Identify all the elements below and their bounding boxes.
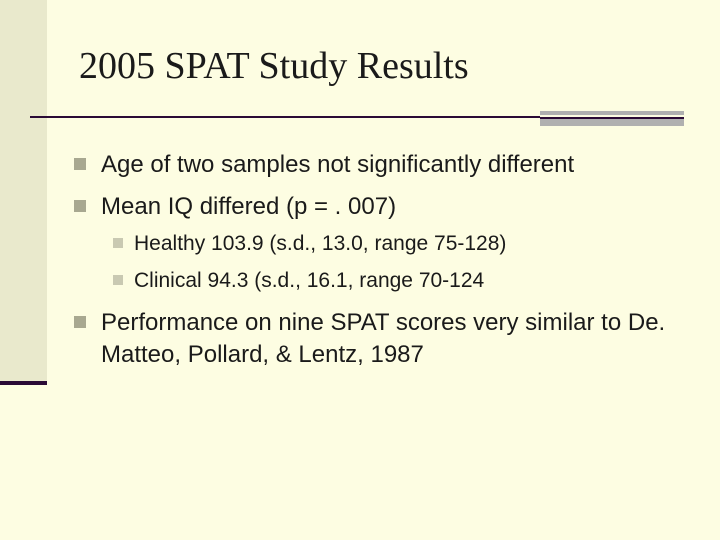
sub-bullet-text: Clinical 94.3 (s.d., 16.1, range 70-124 [134,269,485,292]
bullet-text: Age of two samples not significantly dif… [101,151,575,178]
bullet-item-age: Age of two samples not significantly dif… [74,149,574,181]
square-bullet-icon [74,316,86,328]
left-band-accent-line [0,381,47,385]
title-rule-gray-accent-bottom [540,117,684,126]
square-bullet-icon [74,200,86,212]
sub-bullet-text: Healthy 103.9 (s.d., 13.0, range 75-128) [134,232,507,255]
bullet-text: Mean IQ differed (p = . 007) [101,193,397,220]
square-bullet-icon [113,238,123,248]
left-decorative-band [0,0,47,385]
title-rule-gray-accent-top [540,111,684,115]
square-bullet-icon [74,158,86,170]
slide-title: 2005 SPAT Study Results [79,45,469,87]
sub-bullet-item-healthy: Healthy 103.9 (s.d., 13.0, range 75-128) [113,230,506,257]
title-underline-rule [30,116,540,118]
bullet-text: Performance on nine SPAT scores very sim… [101,309,666,368]
bullet-item-performance: Performance on nine SPAT scores very sim… [74,307,691,371]
square-bullet-icon [113,275,123,285]
bullet-item-mean-iq: Mean IQ differed (p = . 007) [74,191,396,223]
sub-bullet-item-clinical: Clinical 94.3 (s.d., 16.1, range 70-124 [113,267,484,294]
